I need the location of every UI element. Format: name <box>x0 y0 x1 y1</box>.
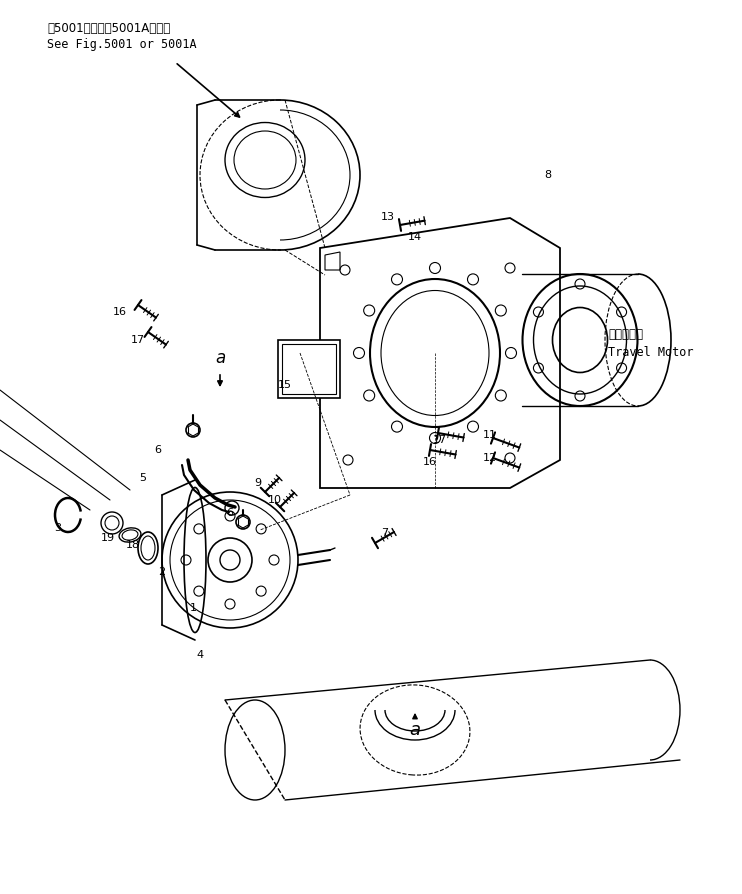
Text: 2: 2 <box>159 567 165 577</box>
Text: a: a <box>410 721 421 739</box>
Text: 9: 9 <box>255 478 262 488</box>
Text: 12: 12 <box>483 453 497 463</box>
Text: a: a <box>215 349 225 367</box>
Text: 走行モータ: 走行モータ <box>608 328 643 342</box>
Text: 17: 17 <box>131 335 145 345</box>
Text: 16: 16 <box>113 307 127 317</box>
Bar <box>282 344 336 394</box>
Text: 3: 3 <box>54 523 62 533</box>
Text: Travel Motor: Travel Motor <box>608 345 694 358</box>
Text: 17: 17 <box>433 435 447 445</box>
Text: See Fig.5001 or 5001A: See Fig.5001 or 5001A <box>47 38 197 51</box>
Text: 14: 14 <box>408 232 422 242</box>
Text: 15: 15 <box>278 380 292 390</box>
Text: 5: 5 <box>139 473 146 483</box>
Text: 第5001図または5001A図参照: 第5001図または5001A図参照 <box>47 22 170 35</box>
Text: 6: 6 <box>154 445 162 455</box>
Text: 10: 10 <box>268 495 282 505</box>
Text: 1: 1 <box>189 603 197 613</box>
Text: 19: 19 <box>101 533 115 543</box>
Text: 6: 6 <box>226 508 234 518</box>
Text: 16: 16 <box>423 457 437 467</box>
Text: 13: 13 <box>381 212 395 222</box>
Text: 18: 18 <box>126 540 140 550</box>
Text: 4: 4 <box>197 650 203 660</box>
Text: 7: 7 <box>381 528 389 538</box>
Bar <box>278 340 340 398</box>
Text: 11: 11 <box>483 430 497 440</box>
Text: 8: 8 <box>545 170 551 180</box>
